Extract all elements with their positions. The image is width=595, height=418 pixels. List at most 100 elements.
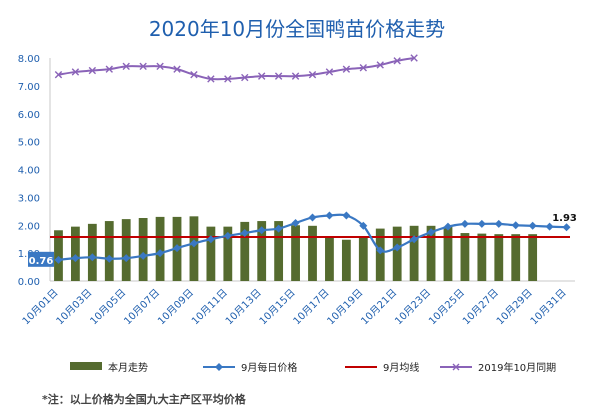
bar-10月01日 xyxy=(54,230,63,281)
data-label-first: 0.76 xyxy=(29,256,54,267)
x-marker-10月19日 xyxy=(359,64,368,72)
bar-10月05日 xyxy=(121,219,131,281)
x-tick-label: 10月01日 xyxy=(20,287,61,328)
x-marker-10月15日 xyxy=(291,72,300,80)
bar-10月21日 xyxy=(392,226,402,281)
bar-10月19日 xyxy=(358,236,368,281)
diamond-marker-10月07日 xyxy=(156,249,165,258)
y-tick-label: 4.00 xyxy=(18,166,40,177)
legend: 本月走势 9月每日价格 9月均线 2019年10月同期 xyxy=(70,361,556,374)
bar-10月16日 xyxy=(308,225,317,281)
bar-10月24日 xyxy=(443,226,453,281)
diamond-marker-10月14日 xyxy=(274,224,283,233)
diamond-marker-10月27日 xyxy=(494,219,503,228)
bar-10月29日 xyxy=(528,234,538,281)
data-label-bg-first xyxy=(28,251,54,267)
diamond-marker-10月15日 xyxy=(291,219,300,228)
x-tick-label: 10月07日 xyxy=(122,287,163,328)
diamond-marker-10月13日 xyxy=(257,226,266,235)
bar-10月26日 xyxy=(477,233,487,281)
bar-10月06日 xyxy=(138,218,148,281)
x-tick-label: 10月17日 xyxy=(291,287,332,328)
diamond-marker-10月08日 xyxy=(173,244,182,253)
diamond-marker-10月28日 xyxy=(511,221,520,230)
x-tick-label: 10月21日 xyxy=(359,287,400,328)
y-tick-label: 7.00 xyxy=(18,82,40,93)
diamond-marker-10月06日 xyxy=(139,251,148,260)
diamond-marker-10月30日 xyxy=(545,222,554,231)
x-marker-10月05日 xyxy=(122,62,130,71)
bar-10月14日 xyxy=(274,221,284,281)
bar-10月11日 xyxy=(223,226,233,281)
diamond-marker-10月01日 xyxy=(54,255,63,264)
y-tick-label: 8.00 xyxy=(18,54,40,65)
bar-10月22日 xyxy=(409,225,419,281)
x-marker-10月16日 xyxy=(308,71,317,79)
diamond-marker-10月23日 xyxy=(427,228,436,237)
x-tick-label: 10月11日 xyxy=(189,287,230,328)
data-labels: 0.76 1.93 xyxy=(28,213,577,267)
legend-label: 9月均线 xyxy=(383,361,419,374)
chart-title: 2020年10月份全国鸭苗价格走势 xyxy=(149,17,445,41)
diamond-marker-10月02日 xyxy=(71,254,80,263)
bar-10月23日 xyxy=(426,225,436,281)
x-marker-10月22日 xyxy=(410,54,418,62)
x-tick-label: 10月29日 xyxy=(494,287,535,328)
bar-10月09日 xyxy=(189,216,199,281)
bar-10月12日 xyxy=(240,221,250,281)
diamond-marker-10月24日 xyxy=(443,222,452,231)
legend-diamond-icon xyxy=(215,363,223,371)
diamond-marker-10月19日 xyxy=(359,221,368,230)
diamond-marker-10月12日 xyxy=(240,229,249,238)
bar-10月04日 xyxy=(104,221,114,281)
x-tick-label: 10月15日 xyxy=(257,287,298,328)
x-tick-label: 10月05日 xyxy=(88,287,129,328)
diamond-marker-10月10日 xyxy=(206,235,215,244)
x-tick-label: 10月31日 xyxy=(528,287,569,328)
x-tick-label: 10月13日 xyxy=(223,287,264,328)
bar-series xyxy=(54,216,538,281)
x-marker-10月09日 xyxy=(190,71,198,79)
diamond-marker-10月16日 xyxy=(308,213,317,222)
legend-label: 2019年10月同期 xyxy=(478,361,556,374)
x-marker-10月11日 xyxy=(224,75,232,83)
x-marker-10月02日 xyxy=(71,68,80,76)
x-marker-10月12日 xyxy=(241,73,249,82)
bar-10月27日 xyxy=(494,234,504,281)
x-tick-label: 10月27日 xyxy=(460,287,501,328)
diamond-marker-10月18日 xyxy=(342,211,351,220)
x-tick-label: 10月03日 xyxy=(54,287,95,328)
axes: 0.001.002.003.004.005.006.007.008.0010月0… xyxy=(18,54,575,327)
x-tick-label: 10月09日 xyxy=(155,287,196,328)
line-series xyxy=(50,54,571,264)
bar-10月13日 xyxy=(257,221,267,281)
diamond-marker-10月29日 xyxy=(528,221,537,230)
legend-label: 本月走势 xyxy=(108,361,148,374)
diamond-marker-10月22日 xyxy=(410,235,419,244)
x-marker-10月07日 xyxy=(156,62,164,71)
x-tick-label: 10月25日 xyxy=(426,287,467,328)
legend-x-icon xyxy=(452,363,460,371)
legend-swatch-bar xyxy=(70,362,102,370)
y-tick-label: 3.00 xyxy=(18,193,40,204)
bar-10月25日 xyxy=(460,233,470,281)
x-marker-10月17日 xyxy=(325,68,334,76)
x-marker-10月01日 xyxy=(54,71,63,79)
bar-10月18日 xyxy=(341,239,351,281)
x-tick-label: 10月23日 xyxy=(393,287,434,328)
y-tick-label: 5.00 xyxy=(18,138,40,149)
bar-10月10日 xyxy=(206,226,216,281)
x-marker-10月08日 xyxy=(173,65,181,73)
diamond-marker-10月11日 xyxy=(223,231,232,240)
x-marker-10月21日 xyxy=(393,57,401,65)
diamond-marker-10月05日 xyxy=(122,254,131,263)
footnote: *注：以上价格为全国九大主产区平均价格 xyxy=(42,392,247,406)
bar-10月02日 xyxy=(71,226,80,281)
diamond-marker-10月03日 xyxy=(88,253,97,262)
x-marker-10月06日 xyxy=(139,62,147,71)
diamond-marker-10月21日 xyxy=(393,243,402,252)
diamond-marker-10月20日 xyxy=(376,246,385,255)
x-marker-10月14日 xyxy=(274,72,283,80)
y-tick-label: 6.00 xyxy=(18,110,40,121)
